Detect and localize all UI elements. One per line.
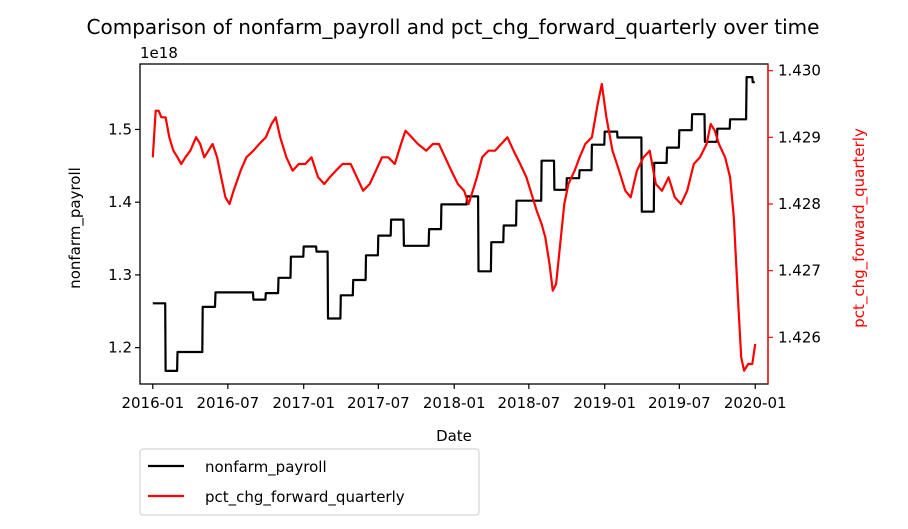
x-tick-label: 2018-07	[497, 394, 560, 412]
x-tick-label: 2017-01	[272, 394, 335, 412]
legend-label-pct-chg-forward-quarterly: pct_chg_forward_quarterly	[205, 488, 405, 507]
right-y-axis-ticks: 1.426 1.427 1.428 1.429 1.430	[768, 62, 821, 346]
left-y-tick-label: 1.2	[108, 339, 132, 357]
x-axis-ticks: 2016-01 2016-07 2017-01 2017-07 2018-01 2018-…	[121, 384, 787, 412]
plot-frame	[139, 63, 769, 385]
right-y-axis-label: pct_chg_forward_quarterly	[850, 128, 869, 328]
left-y-tick-label: 1.3	[108, 266, 132, 284]
left-y-tick-label: 1.4	[108, 193, 132, 211]
plot-area	[151, 76, 757, 372]
right-y-tick-label: 1.428	[778, 195, 821, 213]
series-line-nonfarm-payroll	[152, 76, 755, 372]
x-tick-label: 2019-01	[573, 394, 636, 412]
legend-label-nonfarm-payroll: nonfarm_payroll	[205, 458, 327, 477]
x-axis-label: Date	[436, 427, 472, 445]
x-tick-label: 2019-07	[648, 394, 711, 412]
left-y-tick-label: 1.5	[108, 120, 132, 138]
x-tick-label: 2016-01	[121, 394, 184, 412]
series-line-pct-chg-forward-quarterly	[151, 82, 757, 372]
legend-frame	[139, 448, 480, 516]
right-y-tick-label: 1.427	[778, 262, 821, 280]
right-y-tick-label: 1.430	[778, 62, 821, 80]
right-y-tick-label: 1.429	[778, 128, 821, 146]
legend: nonfarm_payroll pct_chg_forward_quarterl…	[139, 448, 480, 516]
x-tick-label: 2016-07	[196, 394, 259, 412]
right-y-tick-label: 1.426	[778, 328, 821, 346]
left-y-axis-label: nonfarm_payroll	[66, 167, 85, 289]
x-tick-label: 2017-07	[347, 394, 410, 412]
x-tick-label: 2018-01	[423, 394, 486, 412]
left-y-axis-ticks: 1.2 1.3 1.4 1.5	[108, 120, 140, 357]
chart-title: Comparison of nonfarm_payroll and pct_ch…	[87, 15, 820, 39]
x-tick-label: 2020-01	[724, 394, 787, 412]
left-axis-offset-text: 1e18	[140, 44, 178, 62]
